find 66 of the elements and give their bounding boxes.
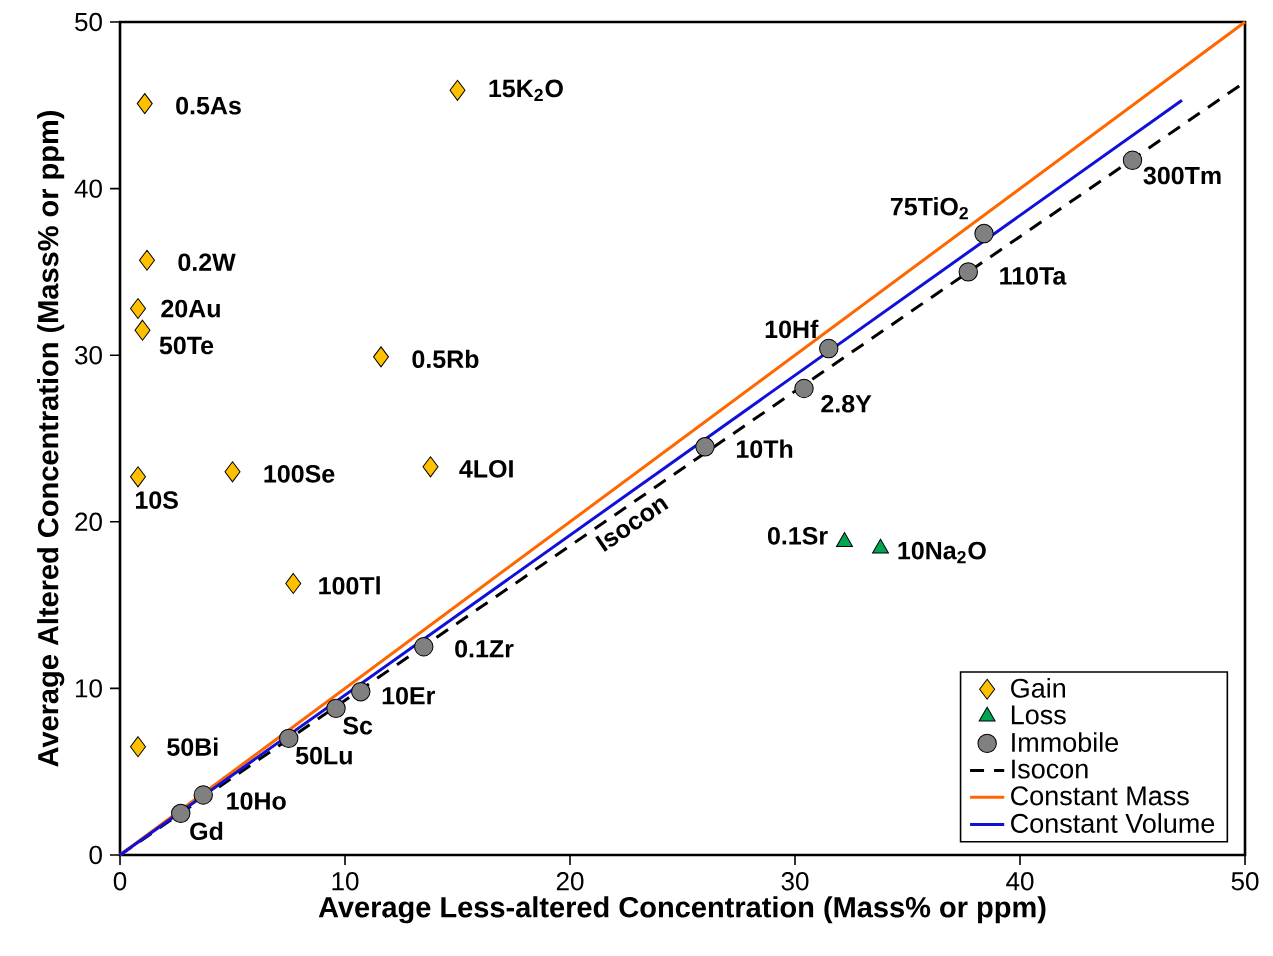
point: [130, 466, 147, 488]
point: [351, 682, 371, 702]
annotation: 10Er: [382, 686, 435, 705]
x-tick-label: 40: [1006, 872, 1034, 891]
point: [130, 298, 147, 320]
point: [974, 223, 994, 244]
annotation: 100Se: [264, 464, 335, 483]
point: [422, 456, 439, 478]
point: [193, 785, 213, 805]
point: [414, 637, 434, 657]
x-tick-label: 10: [332, 872, 359, 891]
annotation: 100Tl: [319, 576, 380, 595]
y-axis-title: Average Altered Concentration (Mass% or ppm): [37, 110, 65, 767]
y-tick-label: 40: [74, 179, 102, 198]
x-tick-label: 30: [781, 872, 809, 891]
annotation: 10S: [135, 491, 178, 509]
annotation: 0.5As: [176, 96, 241, 115]
point: [130, 736, 147, 758]
x-tick-label: 50: [1231, 872, 1259, 891]
y-tick-label: 0: [89, 845, 102, 865]
annotation: 0.2W: [178, 253, 236, 272]
annotation: Sc: [343, 716, 373, 735]
point: [285, 572, 302, 594]
point: [794, 378, 814, 399]
point: [136, 93, 153, 115]
y-tick-label: 10: [75, 679, 102, 698]
x-axis-title: Average Less-altered Concentration (Mass% or ppm): [318, 896, 1046, 924]
y-tick-label: 50: [75, 12, 102, 32]
point: [1122, 150, 1143, 170]
point: [139, 249, 155, 271]
point: [373, 346, 390, 368]
legend-label: Constant Mass: [1011, 786, 1189, 806]
annotation: 50Te: [159, 336, 214, 355]
annotation: 2.8Y: [821, 394, 872, 413]
legend-label: Constant Volume: [1011, 813, 1215, 833]
point: [171, 803, 191, 824]
annotation: 75TiO$_{2}$: [890, 197, 968, 220]
annotation: 15K$_{2}$O: [489, 79, 563, 101]
y-tick-label: 30: [75, 345, 102, 365]
annotation: 0.5Rb: [412, 349, 479, 369]
legend-label: Immobile: [1012, 732, 1119, 752]
annotation: 20Au: [161, 299, 220, 318]
annotation: 50Bi: [167, 737, 218, 756]
annotation: 10Na$_{2}$O: [898, 541, 986, 564]
annotation: 10Hf: [765, 319, 819, 339]
y-tick-label: 20: [75, 512, 102, 531]
annotation: 0.1Zr: [455, 639, 514, 658]
annotation: 0.1Sr: [767, 526, 828, 545]
point: [134, 319, 151, 341]
annotation: 50Lu: [295, 746, 352, 765]
point: [224, 461, 241, 483]
x-tick-label: 0: [113, 872, 127, 891]
point: [819, 338, 839, 359]
annotation: 4LOI: [459, 459, 513, 478]
legend-label: Isocon: [1012, 759, 1088, 779]
annotation: 110Ta: [1000, 267, 1067, 285]
annotation: Gd: [190, 821, 223, 841]
point: [449, 79, 466, 101]
annotation: 300Tm: [1143, 166, 1221, 185]
point: [695, 437, 715, 457]
x-tick-label: 20: [556, 872, 584, 891]
point: [958, 262, 978, 282]
legend-label: Gain: [1011, 677, 1065, 698]
annotation: 10Ho: [227, 792, 286, 810]
legend-label: Loss: [1011, 705, 1066, 725]
annotation: 10Th: [736, 439, 793, 458]
